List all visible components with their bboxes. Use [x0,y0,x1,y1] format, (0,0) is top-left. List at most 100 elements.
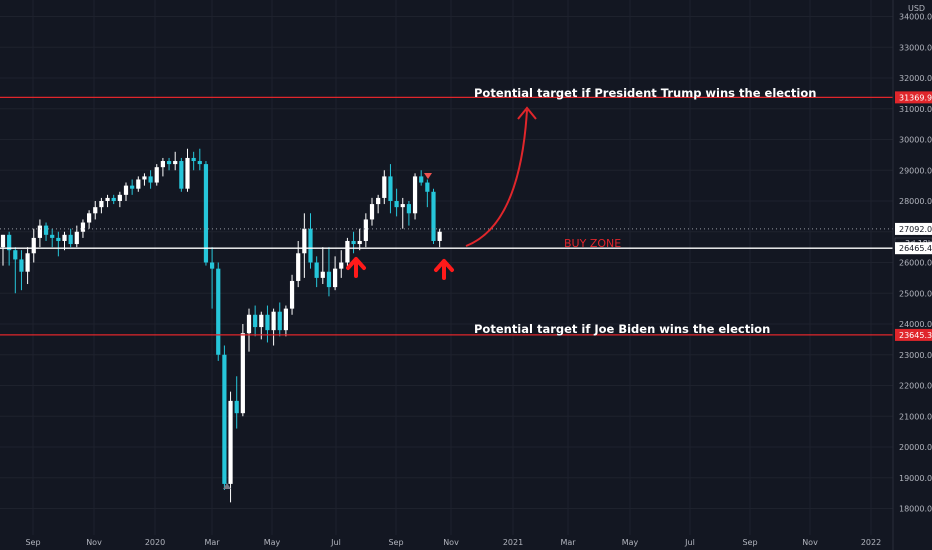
currency-label: USD [908,4,925,13]
y-tick-label: 32000.0 [899,74,932,83]
candle-body [43,225,49,235]
trump-target-label: Potential target if President Trump wins… [474,86,816,100]
buy-price-tag [895,242,932,255]
candle-body [271,311,276,331]
candle-body [228,400,233,484]
candle-body [400,204,405,208]
y-tick-label: 31000.0 [899,105,932,114]
candle-body [320,271,325,278]
candle-body [185,157,190,189]
candle-body [105,197,110,201]
y-tick-label: 34000.0 [899,13,932,22]
x-tick-label: Jul [330,538,341,547]
arrowhead-icon [517,106,537,120]
candle-body [93,207,98,214]
candle-body [333,268,338,288]
candle-body [388,176,393,201]
candle-body [302,228,307,254]
x-tick-label: Nov [802,538,818,547]
candle-body [339,262,344,269]
y-tick-label: 22000.0 [899,382,932,391]
price-axis[interactable]: USD 18000.0 19000.0 20000.0 21000.0 22000.0 2… [892,0,932,550]
candle-body [80,222,86,232]
candle-body [419,176,424,183]
biden-target-label: Potential target if Joe Biden wins the e… [474,322,770,336]
x-tick-label: Jul [684,538,695,547]
candle-body [259,314,264,328]
y-tick-label: 23000.0 [899,351,932,360]
candle-body [265,314,270,331]
x-tick-label: Sep [25,538,40,547]
candle-body [19,259,24,272]
x-tick-label: 2021 [503,538,523,547]
x-tick-label: 2022 [861,538,881,547]
y-tick-label: 30000.0 [899,136,932,145]
candle-body [283,308,288,331]
y-tick-label: 28000.0 [899,197,932,206]
up-arrow-icon [434,259,454,280]
x-tick-label: Nov [443,538,459,547]
buy-price-tag-text: 26465.4 [899,244,932,253]
candle-body [160,161,165,168]
y-tick-label: 21000.0 [899,412,932,421]
marker-up-icon [223,483,231,489]
candle-body [425,182,430,192]
y-tick-label: 19000.0 [899,474,932,483]
candle-body [394,201,399,208]
x-tick-label: May [264,538,281,547]
candle-body [345,240,350,263]
annotations: Potential target if President Trump wins… [223,86,816,489]
candle-body [99,201,104,208]
candle-body [173,161,178,165]
candles [0,148,442,503]
y-tick-label: 20000.0 [899,443,932,452]
candle-body [31,237,36,254]
candle-body [7,234,12,251]
y-tick-label: 18000.0 [899,505,932,514]
candle-body [406,204,411,214]
candle-body [87,213,92,223]
x-tick-label: Mar [560,538,576,547]
candle-body [68,234,73,245]
candle-body [111,197,116,201]
x-tick-label: May [622,538,639,547]
candle-body [166,161,172,165]
candle-body [62,234,67,241]
y-tick-label: 25000.0 [899,289,932,298]
x-tick-label: Sep [742,538,757,547]
candle-body [37,225,42,238]
candle-body [179,161,184,189]
candle-body [136,179,141,189]
candle-body [216,268,221,355]
candle-body [357,240,362,245]
time-axis[interactable]: Sep Nov 2020 Mar May Jul Sep Nov 2021 Mar May Jul Se… [25,538,881,547]
candle-body [431,191,436,241]
candle-body [197,161,202,165]
candle-body [437,231,442,241]
x-tick-label: Nov [86,538,102,547]
candle-body [154,167,159,183]
x-tick-label: 2020 [145,538,165,547]
candle-body [130,185,135,189]
last-price-tag-text: 27092.0 [899,225,932,234]
trump-price-tag [895,91,932,104]
candle-body [308,228,313,263]
upward-curve-arrow-icon [465,109,528,247]
candle-body [234,400,239,414]
y-tick-label: 33000.0 [899,43,932,52]
candle-body [142,176,147,180]
candle-body [0,234,6,248]
candle-body [289,280,295,309]
buy-zone-label: BUY ZONE [564,237,621,250]
candle-body [246,314,252,334]
candle-body [376,197,381,205]
level-lines [0,96,893,336]
candle-body [314,262,319,278]
candle-body [148,176,153,183]
biden-price-tag-text: 23645.3 [899,331,932,340]
up-arrow-icon [346,257,366,278]
x-tick-label: Mar [204,538,220,547]
